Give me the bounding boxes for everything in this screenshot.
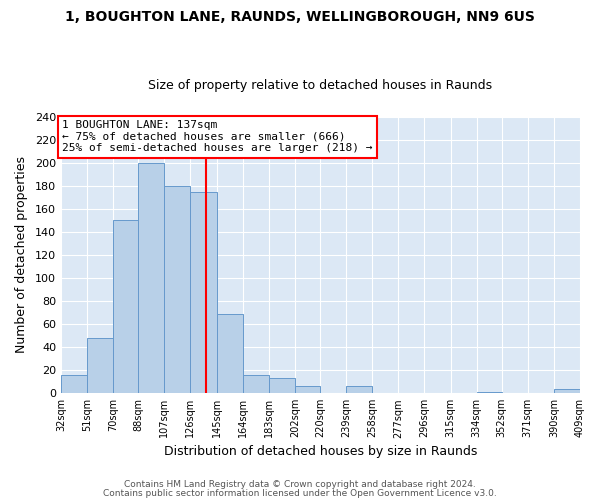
Bar bbox=[477, 392, 502, 393]
Text: Contains public sector information licensed under the Open Government Licence v3: Contains public sector information licen… bbox=[103, 489, 497, 498]
Bar bbox=[190, 192, 217, 393]
Y-axis label: Number of detached properties: Number of detached properties bbox=[15, 156, 28, 354]
Bar bbox=[138, 163, 164, 393]
Bar bbox=[243, 375, 269, 393]
Bar bbox=[346, 386, 372, 393]
Bar bbox=[87, 338, 113, 393]
X-axis label: Distribution of detached houses by size in Raunds: Distribution of detached houses by size … bbox=[164, 444, 477, 458]
Bar bbox=[295, 386, 320, 393]
Title: Size of property relative to detached houses in Raunds: Size of property relative to detached ho… bbox=[148, 79, 493, 92]
Bar bbox=[61, 375, 87, 393]
Bar bbox=[554, 388, 580, 393]
Bar bbox=[217, 314, 243, 393]
Bar bbox=[269, 378, 295, 393]
Text: 1 BOUGHTON LANE: 137sqm
← 75% of detached houses are smaller (666)
25% of semi-d: 1 BOUGHTON LANE: 137sqm ← 75% of detache… bbox=[62, 120, 373, 154]
Text: 1, BOUGHTON LANE, RAUNDS, WELLINGBOROUGH, NN9 6US: 1, BOUGHTON LANE, RAUNDS, WELLINGBOROUGH… bbox=[65, 10, 535, 24]
Bar bbox=[113, 220, 138, 393]
Bar bbox=[164, 186, 190, 393]
Text: Contains HM Land Registry data © Crown copyright and database right 2024.: Contains HM Land Registry data © Crown c… bbox=[124, 480, 476, 489]
